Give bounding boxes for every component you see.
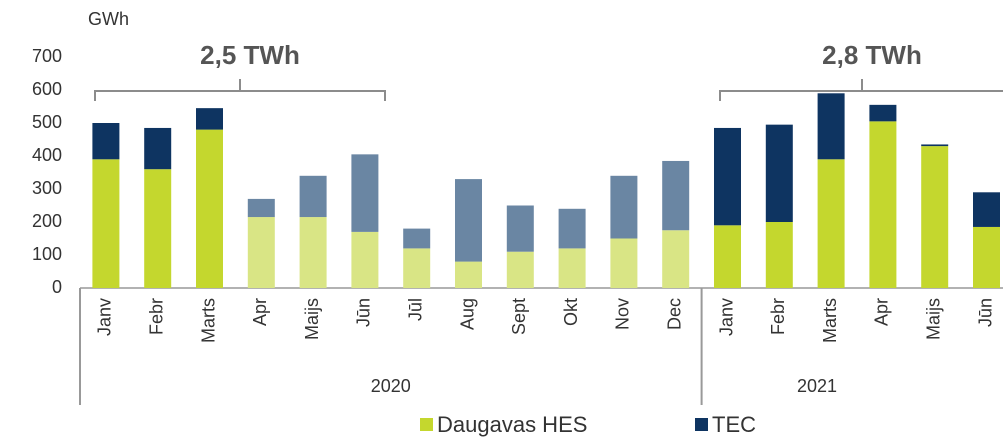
bar-segment [455,261,482,288]
y-tick-label: 300 [32,178,62,198]
bar-segment [403,248,431,288]
x-tick-label: Jūn [354,298,374,327]
bar-segment [765,222,793,288]
x-tick-label: Febr [768,298,788,335]
bracket [94,79,386,101]
group-label: 2021 [797,376,837,396]
bracket [719,79,1003,101]
legend-label: TEC [712,412,756,437]
bar-segment [351,231,379,288]
y-tick-label: 500 [32,112,62,132]
bar-segment [506,205,534,252]
x-tick-label: Janv [95,298,115,336]
bar-segment [403,228,431,249]
bar-segment [299,217,327,288]
x-tick-label: Jūn [975,298,995,327]
x-tick-label: Maijs [923,298,943,340]
y-tick-label: 200 [32,211,62,231]
annotation: 2,5 TWh [200,40,300,70]
x-tick-label: Nov [613,298,633,330]
bar-segment [196,129,223,288]
bar-segment [973,192,1000,227]
bar-segment [144,169,172,288]
bar-segment [299,175,327,218]
y-tick-label: 400 [32,145,62,165]
x-tick-label: Jūl [405,298,425,321]
bar-segment [610,238,638,288]
bar-segment [351,154,379,232]
annotation: 2,8 TWh [822,40,922,70]
bar-segment [662,230,690,288]
y-axis-label: GWh [88,9,129,29]
bar-segment [144,127,172,170]
bar-segment [869,104,897,122]
y-tick-label: 100 [32,244,62,264]
x-tick-label: Apr [250,298,270,326]
x-tick-label: Sept [509,298,529,335]
bar-segment [714,127,741,226]
x-tick-label: Aug [457,298,477,330]
bar-segment [921,144,949,147]
x-tick-label: Apr [872,298,892,326]
bar-segment [921,146,949,288]
x-tick-label: Febr [146,298,166,335]
bar-segment [714,225,741,288]
bar-segment [817,159,845,288]
x-tick-label: Janv [716,298,736,336]
bar-segment [765,124,793,222]
bar-segment [506,251,534,288]
bar-segment [196,108,223,130]
y-tick-label: 0 [52,277,62,297]
bar-segment [92,159,120,288]
x-tick-label: Dec [664,298,684,330]
bar-segment [817,93,845,160]
bar-segment [455,179,482,262]
bar-segment [247,217,275,288]
x-tick-label: Maijs [302,298,322,340]
x-tick-label: Okt [561,298,581,326]
bar-segment [558,208,586,249]
legend-swatch [420,418,433,431]
bar-segment [92,123,120,160]
y-tick-label: 600 [32,79,62,99]
bar-segment [973,226,1000,288]
bar-segment [662,160,690,231]
group-label: 2020 [371,376,411,396]
bar-segment [869,121,897,288]
x-tick-label: Marts [198,298,218,343]
legend-swatch [695,418,708,431]
bar-segment [247,198,275,218]
bar-segment [610,175,638,239]
y-tick-label: 700 [32,46,62,66]
x-tick-label: Marts [820,298,840,343]
bar-segment [558,248,586,288]
legend-label: Daugavas HES [437,412,587,437]
